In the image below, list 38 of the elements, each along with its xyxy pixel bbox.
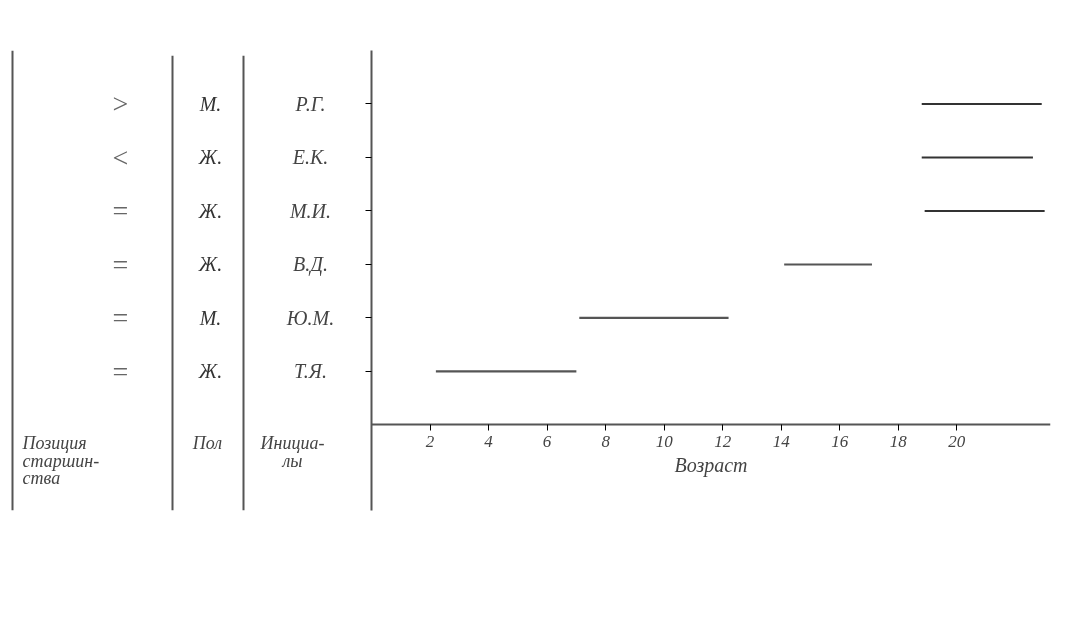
x-tick-label: 8 bbox=[601, 431, 611, 451]
text: М. bbox=[198, 92, 222, 115]
y-tick-label: Е.К. bbox=[291, 146, 329, 169]
text: = bbox=[112, 302, 129, 334]
y-tick-label: В.Д. bbox=[293, 253, 328, 277]
x-axis-title: Возраст bbox=[674, 453, 748, 477]
text: М. bbox=[198, 306, 222, 329]
text: Ж. bbox=[197, 360, 223, 383]
bar bbox=[921, 156, 1033, 159]
text: Инициа- лы bbox=[259, 432, 325, 471]
bar bbox=[921, 102, 1042, 106]
text: = bbox=[112, 195, 129, 227]
bar bbox=[579, 316, 729, 320]
x-tick-label: 16 bbox=[831, 431, 849, 451]
x-tick-label: 4 bbox=[484, 431, 494, 451]
x-tick-label: 12 bbox=[714, 431, 732, 451]
x-tick-label: 6 bbox=[542, 431, 552, 451]
text: = bbox=[112, 355, 129, 387]
y-tick-label: Р.Г. bbox=[294, 92, 326, 115]
text: Ж. bbox=[197, 146, 223, 169]
bar bbox=[924, 209, 1045, 213]
x-tick-label: 10 bbox=[655, 431, 674, 451]
x-tick-label: 2 bbox=[425, 431, 435, 451]
y-tick-label: М.И. bbox=[288, 199, 332, 222]
text: Ж. bbox=[197, 199, 223, 222]
y-tick-label: Ю.М. bbox=[285, 306, 335, 329]
x-tick-label: 18 bbox=[889, 431, 908, 451]
text: > bbox=[112, 88, 129, 120]
text: Ж. bbox=[197, 253, 223, 276]
bar bbox=[784, 263, 872, 266]
bar bbox=[435, 370, 577, 373]
text: < bbox=[112, 141, 129, 173]
text: = bbox=[112, 248, 129, 280]
y-tick-label: Т.Я. bbox=[294, 360, 328, 383]
x-tick-label: 20 bbox=[948, 431, 966, 451]
x-tick-label: 14 bbox=[772, 431, 791, 451]
text: Позиция старшин- ства bbox=[21, 432, 100, 489]
text: Пол bbox=[191, 432, 223, 453]
